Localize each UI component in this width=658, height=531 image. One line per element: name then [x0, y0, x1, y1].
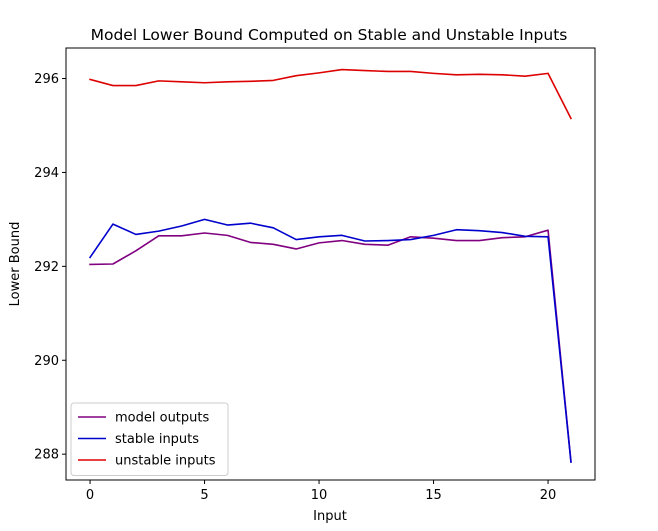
series-layer	[88, 68, 573, 464]
chart-title: Model Lower Bound Computed on Stable and…	[91, 26, 568, 44]
x-tick-label: 15	[425, 488, 442, 503]
y-tick-label: 296	[34, 72, 59, 87]
x-tick-label: 10	[311, 488, 328, 503]
legend-label-2: stable inputs	[115, 432, 199, 447]
y-tick-label: 290	[34, 354, 59, 369]
series-line-1	[89, 229, 572, 463]
plot-frame	[65, 47, 596, 481]
legend-box	[70, 402, 229, 476]
x-tick-label: 5	[200, 488, 208, 503]
y-axis-label: Lower Bound	[8, 222, 23, 307]
y-axis-ticks: 288 290 292 294 296	[34, 72, 66, 463]
series-line-2	[88, 218, 572, 464]
x-tick-label: 0	[86, 488, 94, 503]
y-tick-label: 288	[34, 448, 59, 463]
x-tick-label: 20	[540, 488, 557, 503]
series-line-3	[89, 68, 573, 120]
y-tick-label: 294	[34, 166, 59, 181]
legend: model outputs stable inputs unstable input…	[70, 402, 229, 476]
y-tick-label: 292	[34, 260, 59, 275]
legend-label-1: model outputs	[115, 411, 209, 426]
x-axis-ticks: 0 5 10 15 20	[86, 480, 556, 503]
x-axis-label: Input	[313, 509, 347, 524]
legend-label-3: unstable inputs	[115, 454, 216, 469]
